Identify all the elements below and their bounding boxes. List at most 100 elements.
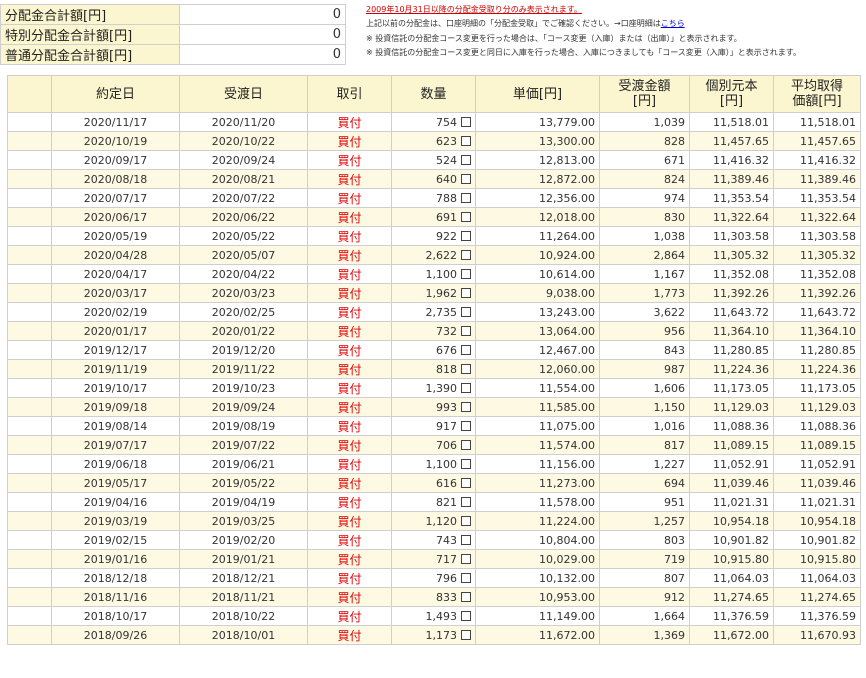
settlement-amount: 1,227 (599, 454, 690, 474)
unit-price-value: 10,953.00 (539, 590, 595, 604)
average-cost-value: 11,274.65 (800, 590, 856, 604)
table-row: 2019/10/17 2019/10/23 買付 1,390 11,554.00 1,60… (7, 378, 861, 398)
row-blank-cell (7, 321, 52, 341)
unit-price: 12,467.00 (475, 340, 600, 360)
row-checkbox[interactable] (461, 154, 471, 165)
row-checkbox[interactable] (461, 629, 471, 640)
unit-price: 10,804.00 (475, 530, 600, 550)
settlement-amount: 1,773 (599, 283, 690, 303)
settlement-amount: 912 (599, 587, 690, 607)
transaction-type-value: 買付 (337, 210, 362, 225)
settlement-amount-value: 828 (664, 134, 685, 148)
settlement-date: 2019/11/22 (179, 359, 308, 379)
row-blank-cell (7, 511, 52, 531)
trade-date: 2020/06/17 (51, 207, 180, 227)
individual-principal-value: 11,457.65 (713, 134, 769, 148)
row-checkbox[interactable] (461, 591, 471, 602)
trade-date-value: 2020/05/19 (83, 229, 148, 243)
account-statement-link[interactable]: こちら (660, 19, 685, 29)
settlement-amount-value: 671 (664, 153, 685, 167)
individual-principal-value: 11,088.36 (713, 419, 769, 433)
settlement-date: 2019/01/21 (179, 549, 308, 569)
individual-principal-value: 11,389.46 (713, 172, 769, 186)
settlement-date-value: 2020/05/22 (211, 229, 276, 243)
average-cost: 11,052.91 (773, 454, 861, 474)
table-row: 2018/10/17 2018/10/22 買付 1,493 11,149.00 1,66… (7, 606, 861, 626)
trade-date: 2020/02/19 (51, 302, 180, 322)
row-checkbox[interactable] (461, 116, 471, 127)
unit-price: 10,132.00 (475, 568, 600, 588)
date-range-note: 2009年10月31日以降の分配金受取り分のみ表示されます。 (366, 5, 582, 14)
row-checkbox[interactable] (461, 287, 471, 298)
average-cost-value: 11,039.46 (800, 476, 856, 490)
table-row: 2019/02/15 2019/02/20 買付 743 10,804.00 803 10,… (7, 530, 861, 550)
settlement-amount: 843 (599, 340, 690, 360)
settlement-amount: 2,864 (599, 245, 690, 265)
quantity-value: 691 (436, 210, 457, 224)
trade-date-value: 2020/04/28 (83, 248, 148, 262)
row-checkbox[interactable] (461, 135, 471, 146)
row-checkbox[interactable] (461, 382, 471, 393)
settlement-date-value: 2020/02/25 (211, 305, 276, 319)
settlement-amount: 1,664 (599, 606, 690, 626)
unit-price: 10,614.00 (475, 264, 600, 284)
settlement-date: 2020/09/24 (179, 150, 308, 170)
settlement-amount-value: 1,227 (653, 457, 686, 471)
trade-date-value: 2018/10/17 (83, 609, 148, 623)
settlement-amount: 807 (599, 568, 690, 588)
settlement-amount-value: 694 (664, 476, 685, 490)
settlement-date: 2020/02/25 (179, 302, 308, 322)
table-row: 2019/09/18 2019/09/24 買付 993 11,585.00 1,150 1… (7, 397, 861, 417)
transaction-type-value: 買付 (337, 457, 362, 472)
row-checkbox[interactable] (461, 268, 471, 279)
row-checkbox[interactable] (461, 610, 471, 621)
settlement-date: 2020/05/07 (179, 245, 308, 265)
transaction-type: 買付 (307, 188, 392, 208)
row-checkbox[interactable] (461, 363, 471, 374)
settlement-amount: 1,257 (599, 511, 690, 531)
individual-principal-value: 11,353.54 (713, 191, 769, 205)
row-checkbox[interactable] (461, 439, 471, 450)
transaction-type: 買付 (307, 150, 392, 170)
row-checkbox[interactable] (461, 230, 471, 241)
row-blank-cell (7, 454, 52, 474)
row-checkbox[interactable] (461, 306, 471, 317)
row-checkbox[interactable] (461, 477, 471, 488)
row-checkbox[interactable] (461, 211, 471, 222)
individual-principal: 10,915.80 (689, 549, 774, 569)
trade-date-value: 2019/07/17 (83, 438, 148, 452)
row-checkbox[interactable] (461, 344, 471, 355)
settlement-amount-value: 1,167 (653, 267, 686, 281)
transaction-type-value: 買付 (337, 248, 362, 263)
settlement-amount: 803 (599, 530, 690, 550)
row-checkbox[interactable] (461, 553, 471, 564)
individual-principal-value: 11,643.72 (713, 305, 769, 319)
quantity-value: 2,622 (425, 248, 458, 262)
settlement-date: 2018/11/21 (179, 587, 308, 607)
row-checkbox[interactable] (461, 458, 471, 469)
row-checkbox[interactable] (461, 420, 471, 431)
trade-date-value: 2019/02/15 (83, 533, 148, 547)
trade-date-value: 2019/06/18 (83, 457, 148, 471)
average-cost-value: 11,643.72 (800, 305, 856, 319)
settlement-date: 2020/03/23 (179, 283, 308, 303)
row-checkbox[interactable] (461, 515, 471, 526)
row-checkbox[interactable] (461, 192, 471, 203)
row-checkbox[interactable] (461, 325, 471, 336)
quantity: 1,100 (391, 264, 476, 284)
row-checkbox[interactable] (461, 173, 471, 184)
settlement-date-value: 2020/10/22 (211, 134, 276, 148)
row-checkbox[interactable] (461, 572, 471, 583)
row-blank-cell (7, 587, 52, 607)
transaction-type: 買付 (307, 302, 392, 322)
settlement-amount-value: 1,016 (653, 419, 686, 433)
row-checkbox[interactable] (461, 496, 471, 507)
average-cost: 11,305.32 (773, 245, 861, 265)
individual-principal: 11,518.01 (689, 112, 774, 132)
row-checkbox[interactable] (461, 249, 471, 260)
individual-principal: 11,088.36 (689, 416, 774, 436)
row-checkbox[interactable] (461, 401, 471, 412)
quantity-value: 2,735 (425, 305, 458, 319)
row-checkbox[interactable] (461, 534, 471, 545)
settlement-date-value: 2020/09/24 (211, 153, 276, 167)
